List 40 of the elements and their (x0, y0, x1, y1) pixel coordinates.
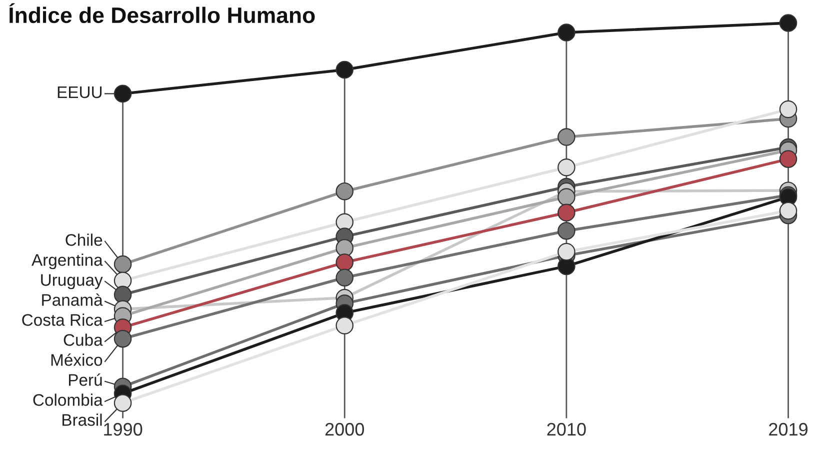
point (114, 394, 132, 412)
legend-label: Brasil (62, 414, 102, 426)
chart-title: Índice de Desarrollo Humano (9, 3, 315, 24)
x-tick-label: 2010 (547, 422, 586, 436)
point (779, 100, 798, 118)
point (558, 257, 576, 276)
point (558, 158, 576, 176)
legend-label: Perú (68, 373, 102, 386)
point (114, 286, 132, 304)
legend-label: Panamà (42, 293, 103, 306)
point (779, 202, 798, 220)
point (558, 204, 576, 222)
point (779, 14, 798, 32)
legend-label: Argentina (32, 254, 103, 270)
x-tick-label: 2000 (325, 422, 364, 436)
point (114, 255, 132, 274)
series-label: México (51, 353, 102, 366)
point (558, 188, 576, 206)
point (558, 242, 576, 261)
x-tick-label: 1990 (104, 422, 142, 436)
legend-label: Uruguay (41, 274, 103, 290)
point (336, 213, 354, 232)
point (114, 84, 132, 103)
point (558, 24, 576, 42)
point (114, 330, 132, 348)
point (779, 150, 798, 168)
legend-label: EEUU (58, 86, 102, 98)
point (336, 182, 354, 200)
legend-label: Colombia (33, 394, 103, 406)
legend-label: Cuba (64, 334, 103, 346)
point (336, 60, 354, 79)
point (336, 268, 354, 286)
series-label: Chile (66, 234, 102, 246)
point (558, 128, 576, 146)
point (336, 254, 354, 272)
legend-label: Costa Rica (22, 314, 103, 326)
point (558, 222, 576, 240)
point (336, 239, 354, 257)
x-tick-label: 2019 (769, 422, 808, 436)
point (336, 316, 354, 334)
